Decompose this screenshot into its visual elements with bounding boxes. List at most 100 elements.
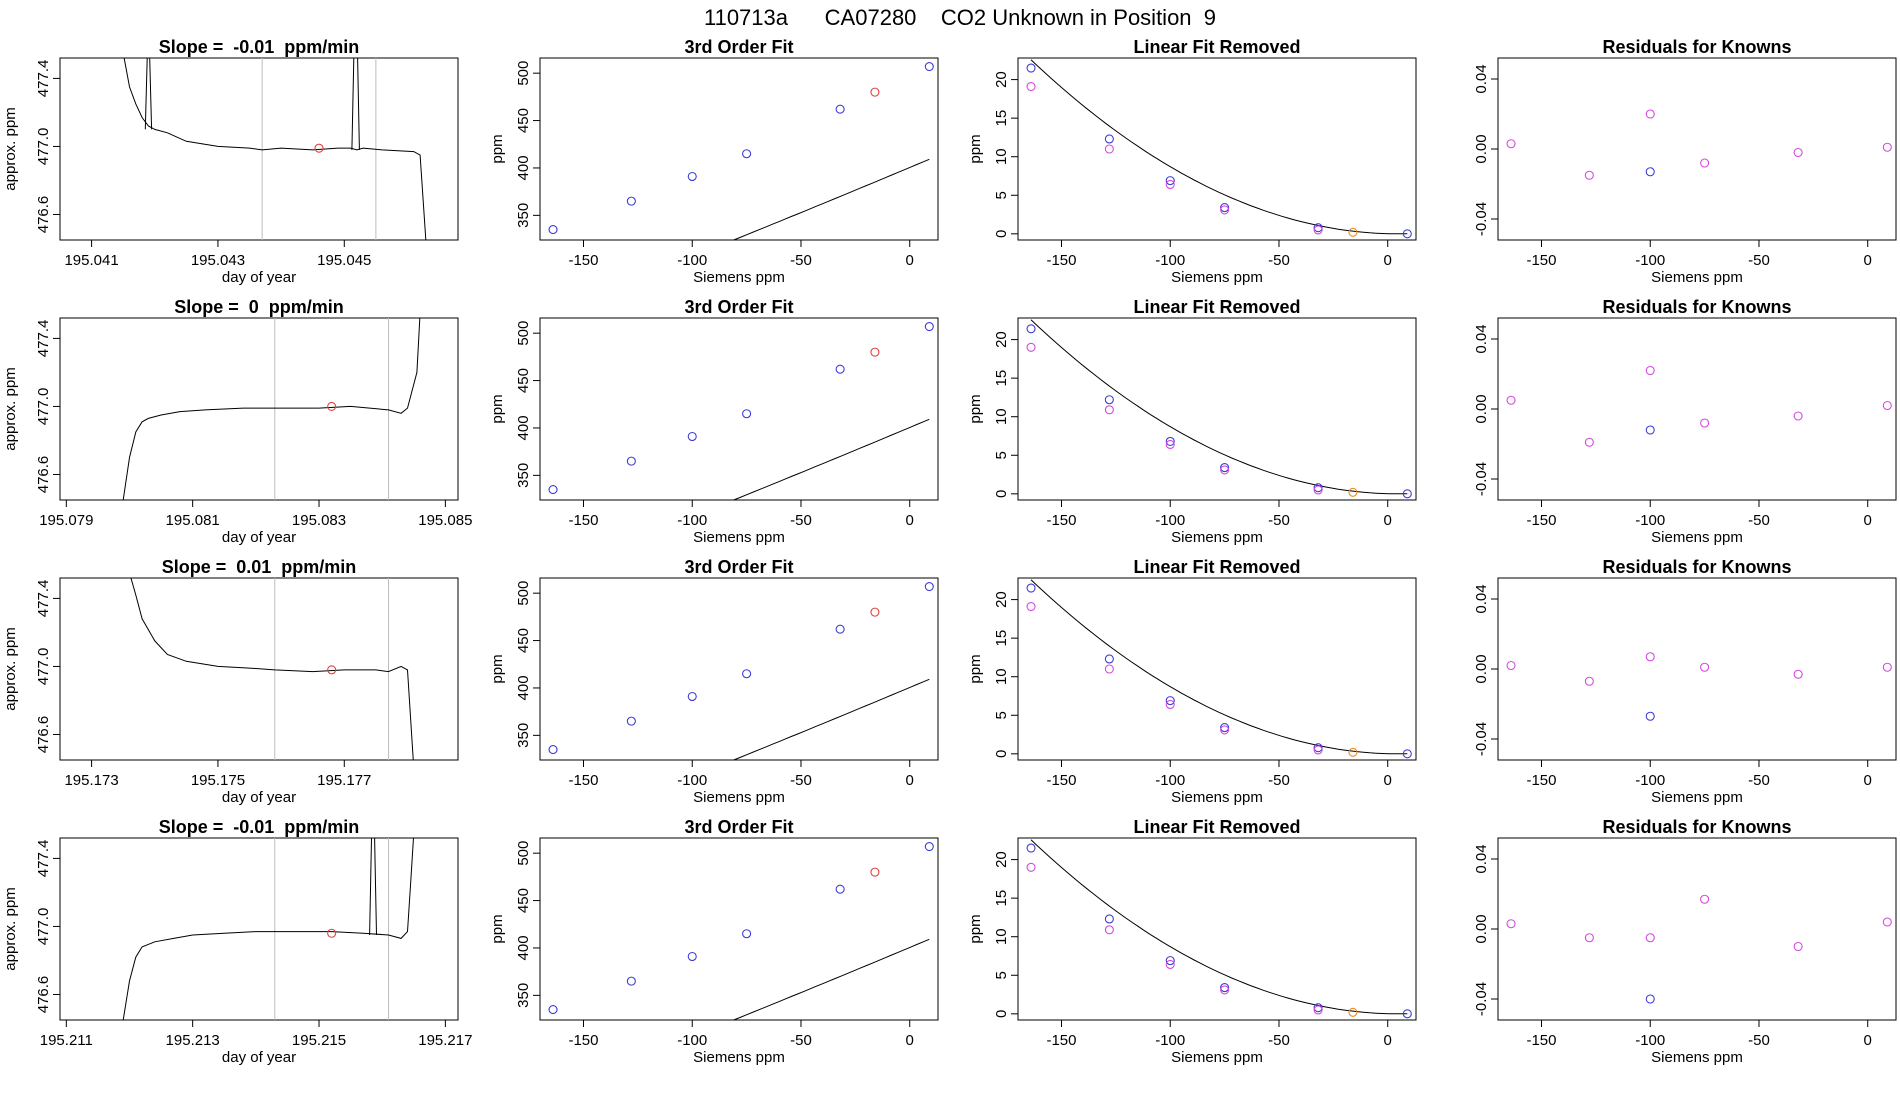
data-point bbox=[1104, 914, 1114, 924]
x-axis-label: Siemens ppm bbox=[1171, 269, 1263, 286]
x-tick-label: 0 bbox=[1864, 512, 1872, 529]
y-tick-label: 477.0 bbox=[35, 128, 52, 166]
y-tick-label: 476.6 bbox=[35, 716, 52, 754]
data-point bbox=[1104, 664, 1114, 674]
data-point bbox=[1026, 843, 1036, 853]
data-point bbox=[327, 665, 337, 675]
y-tick-label: 350 bbox=[515, 983, 532, 1008]
x-tick-label: -150 bbox=[1046, 1032, 1076, 1049]
panel-title: Linear Fit Removed bbox=[1133, 297, 1300, 317]
x-tick-label: 195.173 bbox=[64, 772, 118, 789]
plot-area bbox=[1506, 109, 1892, 180]
y-tick-label: 450 bbox=[515, 888, 532, 913]
plot-frame bbox=[1017, 57, 1417, 241]
panel-r4-c4: Residuals for Knowns -150 -100 -50 0 -0.04 0.0… bbox=[1473, 817, 1897, 1066]
plot-area bbox=[1026, 59, 1412, 239]
x-tick-label: -100 bbox=[1155, 512, 1185, 529]
spike-line bbox=[369, 838, 377, 936]
data-point bbox=[626, 196, 636, 206]
y-tick-label: 477.4 bbox=[35, 580, 52, 618]
y-tick-label: 15 bbox=[993, 110, 1010, 127]
data-point bbox=[1313, 483, 1323, 493]
data-point bbox=[327, 928, 337, 938]
y-tick-label: 450 bbox=[515, 108, 532, 133]
data-point bbox=[1220, 203, 1230, 213]
x-tick-label: -100 bbox=[1635, 252, 1665, 269]
plot-frame bbox=[1497, 577, 1897, 761]
data-point bbox=[1026, 63, 1036, 73]
panel-title: 3rd Order Fit bbox=[684, 37, 793, 57]
y-tick-label: 0.04 bbox=[1473, 584, 1490, 613]
y-tick-label: 0.04 bbox=[1473, 324, 1490, 353]
x-tick-label: -150 bbox=[568, 512, 598, 529]
panel-title: Linear Fit Removed bbox=[1133, 37, 1300, 57]
x-tick-label: 0 bbox=[906, 512, 914, 529]
plot-frame bbox=[539, 317, 939, 501]
panel-r1-c1: Slope = -0.01 ppm/min 195.041 195.043 195.0… bbox=[2, 37, 459, 286]
x-tick-label: 0 bbox=[1384, 772, 1392, 789]
y-axis-label: approx. ppm bbox=[2, 887, 19, 970]
x-tick-label: 195.079 bbox=[39, 512, 93, 529]
data-point bbox=[1104, 395, 1114, 405]
data-point bbox=[1104, 925, 1114, 935]
data-point bbox=[1348, 487, 1358, 497]
x-tick-label: 0 bbox=[1384, 252, 1392, 269]
y-tick-label: 5 bbox=[993, 191, 1010, 199]
data-point bbox=[742, 409, 752, 419]
y-tick-label: 10 bbox=[993, 668, 1010, 685]
data-point bbox=[327, 401, 337, 411]
x-tick-label: 195.211 bbox=[40, 1032, 93, 1049]
y-tick-label: 10 bbox=[993, 928, 1010, 945]
data-point bbox=[1793, 941, 1803, 952]
data-point bbox=[1584, 676, 1594, 686]
y-tick-label: 0.04 bbox=[1473, 64, 1490, 93]
panel-r1-c3: Linear Fit Removed -150 -100 -50 0 0 5 10 15 20 Si… bbox=[967, 37, 1417, 286]
data-point bbox=[1402, 1009, 1412, 1019]
x-tick-label: -150 bbox=[1046, 772, 1076, 789]
data-point bbox=[742, 149, 752, 159]
x-tick-label: 195.085 bbox=[418, 512, 472, 529]
data-point bbox=[1165, 696, 1175, 706]
data-point bbox=[1645, 167, 1655, 177]
panel-r3-c1: Slope = 0.01 ppm/min 195.173 195.175 195.17… bbox=[2, 557, 459, 806]
panel-title: 3rd Order Fit bbox=[684, 297, 793, 317]
y-axis-label: ppm bbox=[489, 394, 506, 423]
x-axis-label: day of year bbox=[222, 269, 296, 286]
y-tick-label: 20 bbox=[993, 71, 1010, 88]
plot-frame bbox=[1497, 317, 1897, 501]
data-point bbox=[924, 61, 934, 72]
plot-area bbox=[1026, 839, 1412, 1019]
y-tick-label: 0.00 bbox=[1473, 394, 1490, 423]
x-tick-label: 0 bbox=[1384, 512, 1392, 529]
x-tick-label: -150 bbox=[1046, 512, 1076, 529]
y-tick-label: 0.00 bbox=[1473, 134, 1490, 163]
x-axis-label: Siemens ppm bbox=[693, 529, 785, 546]
data-point bbox=[835, 624, 845, 634]
fit-curve bbox=[1030, 839, 1408, 1015]
x-tick-label: -50 bbox=[1268, 1032, 1290, 1049]
data-point bbox=[1645, 109, 1655, 119]
plot-frame bbox=[59, 317, 459, 501]
y-axis-label: approx. ppm bbox=[2, 367, 19, 450]
data-point bbox=[1645, 425, 1655, 435]
data-point bbox=[548, 225, 558, 235]
data-point bbox=[1104, 405, 1114, 415]
data-point bbox=[1506, 919, 1516, 929]
data-point bbox=[742, 669, 752, 679]
data-point bbox=[314, 143, 324, 153]
y-tick-label: 5 bbox=[993, 451, 1010, 459]
y-tick-label: 20 bbox=[993, 851, 1010, 868]
x-tick-label: -100 bbox=[1635, 1032, 1665, 1049]
data-point bbox=[1882, 400, 1892, 411]
fit-curve bbox=[732, 418, 930, 500]
plot-area bbox=[548, 841, 934, 1020]
y-tick-label: 350 bbox=[515, 723, 532, 748]
y-tick-label: 450 bbox=[515, 368, 532, 393]
data-point bbox=[1313, 1005, 1323, 1015]
x-tick-label: -50 bbox=[1268, 252, 1290, 269]
y-axis-label: approx. ppm bbox=[2, 107, 19, 190]
plot-area bbox=[123, 58, 427, 240]
fit-curve bbox=[1030, 319, 1408, 495]
trace-line bbox=[123, 58, 427, 240]
y-axis-label: ppm bbox=[967, 914, 984, 943]
